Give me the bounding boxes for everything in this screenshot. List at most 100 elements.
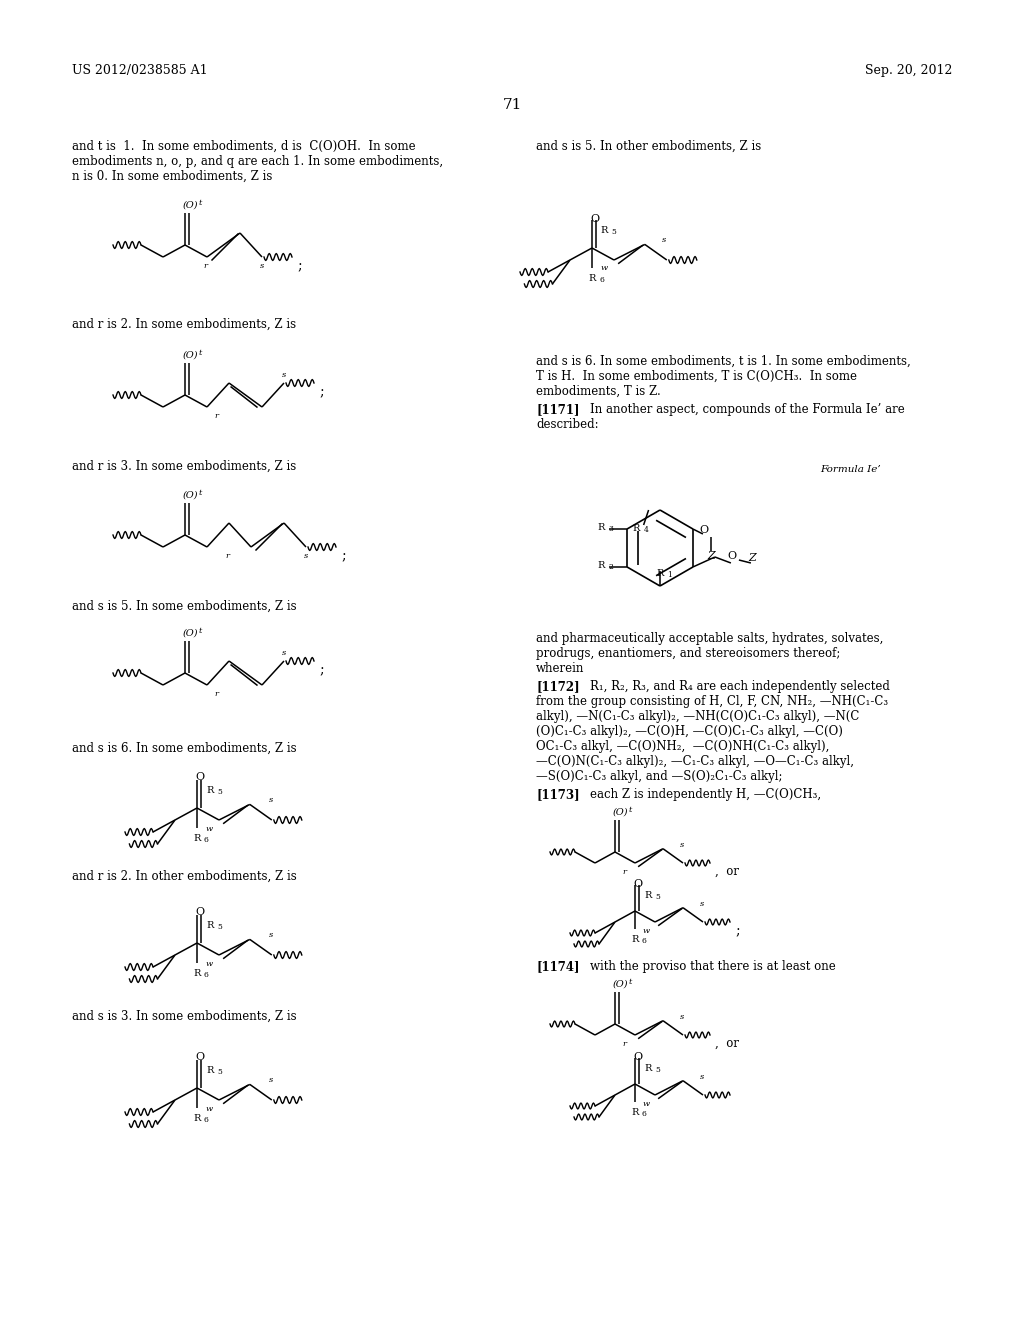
Text: s: s: [680, 1012, 684, 1020]
Text: R: R: [597, 523, 604, 532]
Text: O: O: [727, 550, 736, 561]
Text: s: s: [268, 796, 273, 804]
Text: 6: 6: [204, 1115, 209, 1125]
Text: Sep. 20, 2012: Sep. 20, 2012: [864, 63, 952, 77]
Text: O: O: [699, 525, 708, 535]
Text: t: t: [629, 978, 633, 986]
Text: R: R: [644, 891, 651, 900]
Text: ;: ;: [341, 549, 346, 564]
Text: prodrugs, enantiomers, and stereoisomers thereof;: prodrugs, enantiomers, and stereoisomers…: [536, 647, 841, 660]
Text: Z: Z: [748, 553, 756, 564]
Text: 6: 6: [599, 276, 604, 284]
Text: and r is 2. In other embodiments, Z is: and r is 2. In other embodiments, Z is: [72, 870, 297, 883]
Text: s: s: [268, 932, 273, 940]
Text: s: s: [268, 1076, 273, 1085]
Text: Formula Ie’: Formula Ie’: [820, 465, 881, 474]
Text: Z: Z: [707, 550, 715, 561]
Text: 5: 5: [217, 788, 222, 796]
Text: s: s: [680, 841, 684, 849]
Text: [1174]: [1174]: [536, 960, 580, 973]
Text: t: t: [199, 627, 203, 635]
Text: [1172]: [1172]: [536, 680, 580, 693]
Text: embodiments, T is Z.: embodiments, T is Z.: [536, 385, 660, 399]
Text: w: w: [206, 825, 213, 833]
Text: (O): (O): [183, 351, 199, 360]
Text: 6: 6: [204, 972, 209, 979]
Text: s: s: [282, 649, 287, 657]
Text: 5: 5: [655, 1067, 659, 1074]
Text: and s is 6. In some embodiments, t is 1. In some embodiments,: and s is 6. In some embodiments, t is 1.…: [536, 355, 910, 368]
Text: ,  or: , or: [715, 865, 739, 878]
Text: 5: 5: [655, 894, 659, 902]
Text: with the proviso that there is at least one: with the proviso that there is at least …: [590, 960, 836, 973]
Text: (O): (O): [183, 201, 199, 210]
Text: R: R: [631, 935, 638, 944]
Text: R: R: [193, 1114, 201, 1123]
Text: O: O: [195, 1052, 204, 1063]
Text: r: r: [225, 552, 229, 560]
Text: R: R: [206, 1067, 213, 1074]
Text: R: R: [193, 834, 201, 843]
Text: ;: ;: [297, 259, 302, 273]
Text: ;: ;: [735, 924, 739, 939]
Text: s: s: [260, 261, 264, 271]
Text: each Z is independently H, —C(O)CH₃,: each Z is independently H, —C(O)CH₃,: [590, 788, 821, 801]
Text: 6: 6: [642, 937, 647, 945]
Text: O: O: [195, 907, 204, 917]
Text: R: R: [633, 524, 640, 533]
Text: r: r: [203, 261, 207, 271]
Text: OC₁-C₃ alkyl, —C(O)NH₂,  —C(O)NH(C₁-C₃ alkyl),: OC₁-C₃ alkyl, —C(O)NH₂, —C(O)NH(C₁-C₃ al…: [536, 741, 829, 752]
Text: t: t: [629, 807, 633, 814]
Text: w: w: [643, 1100, 650, 1107]
Text: t: t: [199, 488, 203, 498]
Text: R: R: [597, 561, 604, 570]
Text: s: s: [662, 236, 666, 244]
Text: ;: ;: [319, 385, 324, 399]
Text: 1: 1: [667, 572, 672, 579]
Text: [1171]: [1171]: [536, 403, 580, 416]
Text: alkyl), —N(C₁-C₃ alkyl)₂, —NH(C(O)C₁-C₃ alkyl), —N(C: alkyl), —N(C₁-C₃ alkyl)₂, —NH(C(O)C₁-C₃ …: [536, 710, 859, 723]
Text: R: R: [631, 1107, 638, 1117]
Text: wherein: wherein: [536, 663, 585, 675]
Text: R: R: [193, 969, 201, 978]
Text: 6: 6: [204, 836, 209, 843]
Text: r: r: [622, 869, 626, 876]
Text: T is H.  In some embodiments, T is C(O)CH₃.  In some: T is H. In some embodiments, T is C(O)CH…: [536, 370, 857, 383]
Text: w: w: [601, 264, 608, 272]
Text: (O): (O): [183, 491, 199, 500]
Text: R: R: [644, 1064, 651, 1073]
Text: 3: 3: [608, 525, 613, 533]
Text: (O)C₁-C₃ alkyl)₂, —C(O)H, —C(O)C₁-C₃ alkyl, —C(O): (O)C₁-C₃ alkyl)₂, —C(O)H, —C(O)C₁-C₃ alk…: [536, 725, 843, 738]
Text: R: R: [600, 226, 607, 235]
Text: s: s: [700, 900, 705, 908]
Text: and t is  1.  In some embodiments, d is  C(O)OH.  In some: and t is 1. In some embodiments, d is C(…: [72, 140, 416, 153]
Text: O: O: [195, 772, 204, 781]
Text: In another aspect, compounds of the Formula Ie’ are: In another aspect, compounds of the Form…: [590, 403, 905, 416]
Text: R₁, R₂, R₃, and R₄ are each independently selected: R₁, R₂, R₃, and R₄ are each independentl…: [590, 680, 890, 693]
Text: R: R: [656, 569, 664, 578]
Text: and s is 5. In other embodiments, Z is: and s is 5. In other embodiments, Z is: [536, 140, 761, 153]
Text: O: O: [633, 879, 642, 888]
Text: s: s: [304, 552, 308, 560]
Text: 2: 2: [608, 564, 613, 572]
Text: (O): (O): [613, 979, 629, 989]
Text: w: w: [206, 960, 213, 968]
Text: US 2012/0238585 A1: US 2012/0238585 A1: [72, 63, 208, 77]
Text: O: O: [590, 214, 599, 224]
Text: 71: 71: [503, 98, 521, 112]
Text: and r is 3. In some embodiments, Z is: and r is 3. In some embodiments, Z is: [72, 459, 296, 473]
Text: embodiments n, o, p, and q are each 1. In some embodiments,: embodiments n, o, p, and q are each 1. I…: [72, 154, 443, 168]
Text: and r is 2. In some embodiments, Z is: and r is 2. In some embodiments, Z is: [72, 318, 296, 331]
Text: ;: ;: [319, 663, 324, 677]
Text: s: s: [282, 371, 287, 379]
Text: —C(O)N(C₁-C₃ alkyl)₂, —C₁-C₃ alkyl, —O—C₁-C₃ alkyl,: —C(O)N(C₁-C₃ alkyl)₂, —C₁-C₃ alkyl, —O—C…: [536, 755, 854, 768]
Text: r: r: [214, 690, 218, 698]
Text: O: O: [633, 1052, 642, 1063]
Text: 5: 5: [611, 228, 615, 236]
Text: s: s: [700, 1073, 705, 1081]
Text: t: t: [199, 348, 203, 356]
Text: 5: 5: [217, 923, 222, 931]
Text: and s is 6. In some embodiments, Z is: and s is 6. In some embodiments, Z is: [72, 742, 297, 755]
Text: —S(O)C₁-C₃ alkyl, and —S(O)₂C₁-C₃ alkyl;: —S(O)C₁-C₃ alkyl, and —S(O)₂C₁-C₃ alkyl;: [536, 770, 782, 783]
Text: R: R: [588, 275, 595, 282]
